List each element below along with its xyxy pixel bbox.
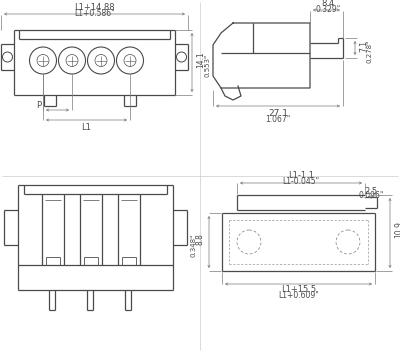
Text: L1-1.1: L1-1.1 bbox=[288, 171, 314, 181]
Text: L1+0.609": L1+0.609" bbox=[278, 291, 319, 301]
Text: 0.329": 0.329" bbox=[316, 5, 341, 13]
Text: 14.1: 14.1 bbox=[196, 51, 206, 68]
Text: L1+14.88: L1+14.88 bbox=[74, 4, 115, 13]
Text: 0.096": 0.096" bbox=[358, 191, 384, 201]
Text: P: P bbox=[36, 101, 42, 109]
Text: 1.067": 1.067" bbox=[265, 114, 291, 124]
Text: 2.5: 2.5 bbox=[364, 187, 378, 195]
Text: 8.8: 8.8 bbox=[196, 233, 204, 245]
Text: L1: L1 bbox=[82, 122, 92, 132]
Text: L1+15.5: L1+15.5 bbox=[281, 285, 316, 295]
Text: 8.4: 8.4 bbox=[322, 0, 335, 8]
Text: L1-0.045": L1-0.045" bbox=[282, 177, 320, 187]
Text: 0.553": 0.553" bbox=[204, 54, 210, 77]
Text: 7.1: 7.1 bbox=[360, 40, 368, 52]
Text: L1+0.586": L1+0.586" bbox=[74, 8, 115, 18]
Text: 0.278": 0.278" bbox=[367, 39, 373, 63]
Text: 27.1: 27.1 bbox=[268, 108, 288, 118]
Text: 10.9: 10.9 bbox=[394, 221, 400, 238]
Text: 0.348": 0.348" bbox=[191, 233, 197, 257]
